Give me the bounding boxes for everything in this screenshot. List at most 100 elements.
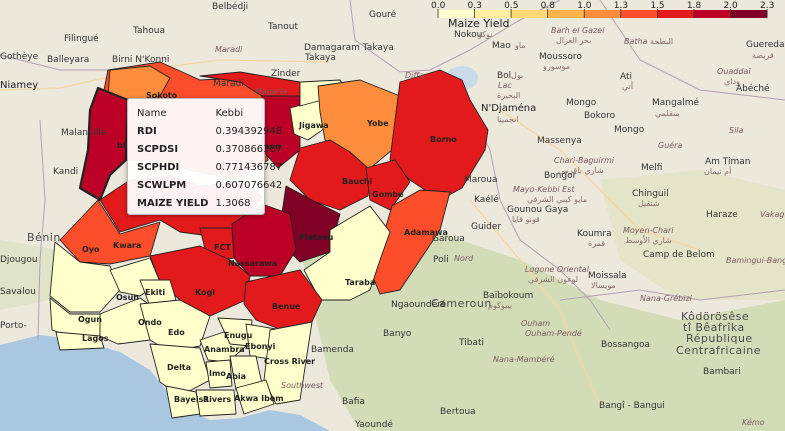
state-label: Enugu <box>224 331 253 340</box>
city-label: Maroua <box>464 175 498 185</box>
road <box>469 199 601 406</box>
state-label: Anambra <box>204 345 245 354</box>
state-label: Jigawa <box>299 121 329 130</box>
city-label: Balleyara <box>47 55 90 65</box>
city-label: Gothèye <box>0 52 39 62</box>
region-label: Vakaga <box>760 210 785 219</box>
state-label: Edo <box>168 328 185 337</box>
arabic-label: مويسالا <box>591 281 616 290</box>
border-line <box>469 109 611 331</box>
tooltip-row: SCPHDI 0.771436787 <box>134 159 286 177</box>
arabic-label: شنقيل <box>638 199 660 208</box>
vegetation-area <box>600 170 785 300</box>
border-line <box>349 0 561 73</box>
city-label: Mao <box>492 41 511 51</box>
legend-color-swatch <box>620 10 658 18</box>
capital-label: N'Djaména <box>481 103 537 114</box>
city-label: Takaya <box>305 53 336 63</box>
tooltip-key: Name <box>137 108 167 119</box>
tooltip-value: 0.771436787 <box>215 162 283 173</box>
state-cross-river[interactable] <box>263 321 313 405</box>
state-imo[interactable] <box>205 359 233 389</box>
city-label: Baïbokoum <box>483 291 534 301</box>
state-lagos[interactable] <box>55 331 105 351</box>
region-label: Ouham-Pendé <box>525 329 582 338</box>
arabic-label: ماو <box>515 41 526 50</box>
road <box>499 109 701 251</box>
arabic-label: بول <box>511 71 524 80</box>
city-label: Guereda <box>746 40 785 50</box>
state-label: Nassarawa <box>228 259 278 268</box>
arabic-label: موسورو <box>543 62 570 71</box>
vegetation-area <box>0 240 60 310</box>
tooltip-table: Name Kebbi RDI 0.394392948 SCPDSI 0.370866367… <box>134 105 286 213</box>
city-label: Damagaram Takaya <box>304 43 394 53</box>
tooltip-key: RDI <box>137 126 157 137</box>
region-label: Bamingui-Bangoran <box>726 256 785 265</box>
tooltip-row: Name Kebbi <box>134 105 286 123</box>
legend-color-swatch <box>547 10 585 18</box>
state-label: ano <box>264 142 281 151</box>
state-label: Cross River <box>264 357 316 366</box>
city-label: Bongor <box>544 171 577 181</box>
city-label: Bangî - Bangui <box>599 401 665 411</box>
city-label: Gounou Gaya <box>507 205 569 215</box>
city-label: Kandi <box>53 167 79 177</box>
state-bauchi[interactable] <box>289 139 371 211</box>
city-label: Nokou <box>454 30 483 40</box>
tooltip-value: 0.607076642 <box>215 180 283 191</box>
state-delta[interactable] <box>149 343 211 397</box>
tooltip-value: 0.370866367 <box>215 144 283 155</box>
state-label: Adamawa <box>404 228 448 237</box>
arabic-label: البحيرة <box>497 91 521 100</box>
city-label: Zinder <box>271 69 301 79</box>
city-label: Poli <box>433 255 449 265</box>
state-label: Oyo <box>82 245 100 254</box>
state-label: Lagos <box>82 334 109 343</box>
state-oyo[interactable] <box>49 241 121 313</box>
state-rivers[interactable] <box>195 389 237 417</box>
region-label: Ouham <box>521 319 551 328</box>
tooltip-value: 0.394392948 <box>215 126 283 137</box>
city-label: Savalou <box>0 287 36 297</box>
tooltip-key: MAIZE YIELD <box>137 198 209 209</box>
legend-color-swatch <box>511 10 549 18</box>
state-taraba[interactable] <box>303 205 391 301</box>
legend-tick-label: 1.8 <box>686 1 702 11</box>
city-label: Tanout <box>268 22 298 32</box>
city-label: Moissala <box>588 271 627 281</box>
state-gombe[interactable] <box>365 159 411 211</box>
border-line <box>599 0 785 101</box>
city-label: Garoua <box>432 234 465 244</box>
arabic-label: بحر الغزال <box>556 36 592 45</box>
state-edo[interactable] <box>139 299 211 353</box>
city-label: Gouré <box>369 10 397 20</box>
city-label: Am Timan <box>705 157 751 167</box>
city-label: Niamey <box>0 80 39 91</box>
arabic-label: شاري الأوسط <box>625 236 672 245</box>
country-label: tî Bêafrîka <box>683 321 745 334</box>
arabic-label: أتي <box>622 82 634 91</box>
tooltip-row: RDI 0.394392948 <box>134 123 286 141</box>
arabic-label: قونو قايا <box>512 215 540 224</box>
city-label: Chinguil <box>632 189 669 199</box>
city-label: Moussoro <box>539 52 582 62</box>
city-label: Kaélé <box>474 195 499 205</box>
city-label: Belbédji <box>212 2 249 12</box>
state-label: Imo <box>209 369 226 378</box>
region-label: Southwest <box>281 381 324 390</box>
state-akwa-ibom[interactable] <box>235 379 275 415</box>
region-label: Logone Oriental <box>525 265 589 274</box>
legend-tick-label: 1.0 <box>577 1 592 11</box>
city-label: Djougou <box>0 255 38 265</box>
arabic-label: شاري باقرمي <box>558 166 604 175</box>
state-borno[interactable] <box>389 69 489 201</box>
arabic-label: قريضة <box>752 51 774 60</box>
state-label: Plateau <box>299 233 334 242</box>
city-label: Filingué <box>64 34 99 44</box>
state-label: Benue <box>272 302 301 311</box>
legend-color-swatch <box>693 10 731 18</box>
state-nassarawa[interactable] <box>231 203 297 277</box>
city-label: Ngaoundéré <box>391 300 447 310</box>
